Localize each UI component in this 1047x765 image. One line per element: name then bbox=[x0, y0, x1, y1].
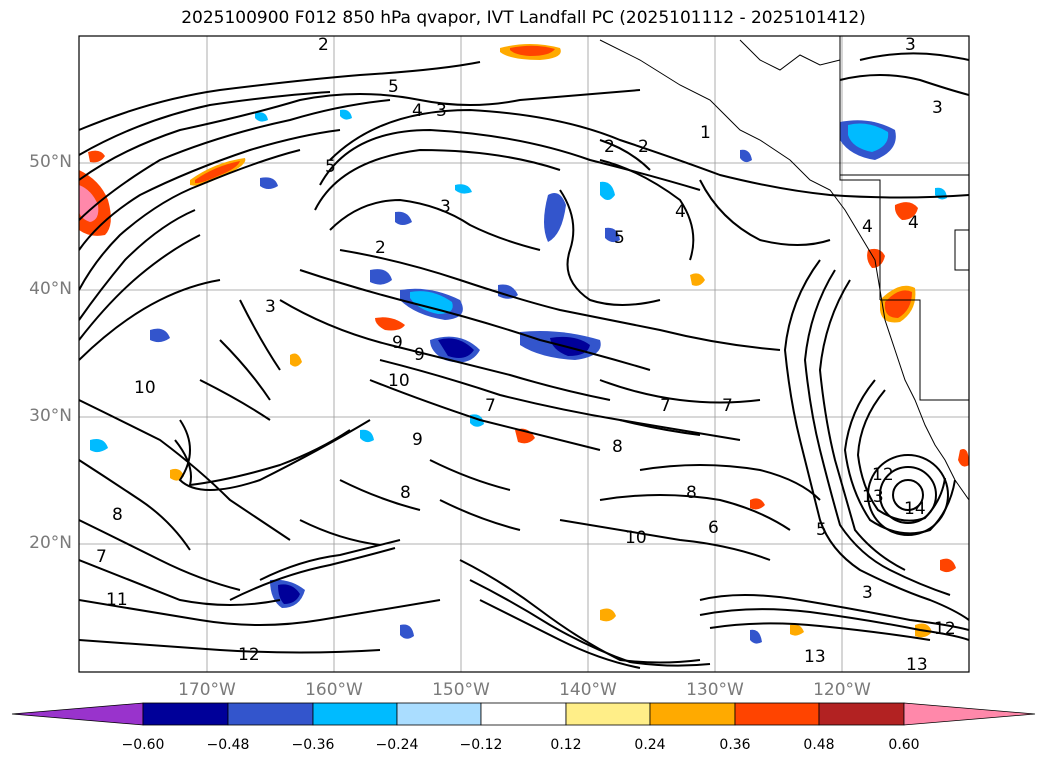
contour-label-33: 11 bbox=[106, 590, 128, 610]
contour-label-20: 10 bbox=[134, 378, 156, 398]
colorbar-tick: −0.60 bbox=[121, 737, 165, 753]
plot-area: 2 3 3 4 3 5 2 2 1 3 2 5 3 4 5 4 4 9 9 10… bbox=[79, 35, 969, 675]
contour-label-30: 12 bbox=[872, 465, 894, 485]
colorbar-tick: 0.12 bbox=[550, 737, 582, 753]
lat-label-50: 50°N bbox=[29, 152, 72, 172]
colorbar-tick: −0.12 bbox=[459, 737, 503, 753]
contour-label-9: 3 bbox=[440, 197, 451, 217]
colorbar-tick: −0.48 bbox=[206, 737, 250, 753]
colorbar-tick: −0.36 bbox=[291, 737, 335, 753]
colorbar-bin bbox=[565, 702, 651, 726]
contour-label-6: 2 bbox=[604, 137, 615, 157]
colorbar-tick: 0.24 bbox=[634, 737, 666, 753]
qvapor-fill bbox=[79, 44, 969, 644]
lat-label-20: 20°N bbox=[29, 533, 72, 553]
contour-label-5: 5 bbox=[388, 77, 399, 97]
contour-label-7: 2 bbox=[638, 137, 649, 157]
colorbar-bin bbox=[734, 702, 820, 726]
contour-label-24: 7 bbox=[722, 396, 733, 416]
colorbar-bin bbox=[312, 702, 398, 726]
contour-label-36: 13 bbox=[906, 655, 928, 675]
contour-label-17: 9 bbox=[392, 333, 403, 353]
contour-label-41: 5 bbox=[816, 520, 827, 540]
colorbar-extend-low bbox=[11, 702, 144, 726]
contour-label-37: 12 bbox=[934, 619, 956, 639]
colorbar-tick: 0.60 bbox=[888, 737, 920, 753]
contour-label-27: 8 bbox=[400, 483, 411, 503]
colorbar bbox=[11, 702, 1036, 726]
colorbar-tick: 0.48 bbox=[803, 737, 835, 753]
contour-label-38: 8 bbox=[112, 505, 123, 525]
colorbar-bin bbox=[142, 702, 229, 726]
lon-label-150w: 150°W bbox=[432, 680, 490, 700]
plot-frame bbox=[78, 35, 970, 673]
contour-labels: 2 3 3 4 3 5 2 2 1 3 2 5 3 4 5 4 4 9 9 10… bbox=[96, 35, 956, 675]
contour-label-12: 3 bbox=[265, 297, 276, 317]
contour-label-3: 4 bbox=[412, 101, 423, 121]
contour-label-14: 5 bbox=[325, 157, 336, 177]
contour-label-0: 2 bbox=[318, 35, 329, 55]
colorbar-tick: −0.24 bbox=[375, 737, 419, 753]
lon-label-120w: 120°W bbox=[813, 680, 871, 700]
lon-label-170w: 170°W bbox=[178, 680, 236, 700]
contour-label-10: 2 bbox=[375, 238, 386, 258]
contour-label-29: 6 bbox=[708, 518, 719, 538]
contour-label-4: 3 bbox=[436, 101, 447, 121]
contour-label-2: 3 bbox=[932, 98, 943, 118]
contour-label-11: 5 bbox=[614, 228, 625, 248]
contour-label-25: 8 bbox=[686, 483, 697, 503]
contour-label-26: 9 bbox=[412, 430, 423, 450]
colorbar-extend-high bbox=[903, 702, 1036, 726]
colorbar-bin bbox=[818, 702, 905, 726]
lon-label-160w: 160°W bbox=[305, 680, 363, 700]
contour-label-39: 7 bbox=[96, 547, 107, 567]
colorbar-bin bbox=[396, 702, 482, 726]
colorbar-bin bbox=[649, 702, 736, 726]
contour-label-16: 4 bbox=[908, 213, 919, 233]
contour-label-19: 10 bbox=[388, 371, 410, 391]
contour-label-8: 1 bbox=[700, 123, 711, 143]
contour-label-15: 4 bbox=[862, 217, 873, 237]
contour-label-18: 9 bbox=[414, 345, 425, 365]
lon-label-140w: 140°W bbox=[559, 680, 617, 700]
contour-label-1: 3 bbox=[905, 35, 916, 55]
contour-label-21: 7 bbox=[485, 396, 496, 416]
contour-label-23: 7 bbox=[660, 396, 671, 416]
lat-label-40: 40°N bbox=[29, 279, 72, 299]
contour-label-28: 10 bbox=[625, 528, 647, 548]
colorbar-bin bbox=[227, 702, 314, 726]
contour-label-32: 14 bbox=[904, 499, 926, 519]
contour-label-35: 13 bbox=[804, 647, 826, 667]
coastlines bbox=[599, 36, 969, 501]
contour-label-22: 8 bbox=[612, 437, 623, 457]
contours bbox=[79, 52, 969, 669]
contour-label-34: 12 bbox=[238, 645, 260, 665]
colorbar-bin bbox=[480, 702, 567, 726]
contour-label-13: 4 bbox=[675, 202, 686, 222]
contour-label-40: 3 bbox=[862, 583, 873, 603]
graticule bbox=[79, 36, 969, 672]
lon-label-130w: 130°W bbox=[686, 680, 744, 700]
contour-label-31: 13 bbox=[862, 487, 884, 507]
lat-label-30: 30°N bbox=[29, 406, 72, 426]
map-title: 2025100900 F012 850 hPa qvapor, IVT Land… bbox=[181, 8, 866, 28]
colorbar-tick: 0.36 bbox=[719, 737, 751, 753]
